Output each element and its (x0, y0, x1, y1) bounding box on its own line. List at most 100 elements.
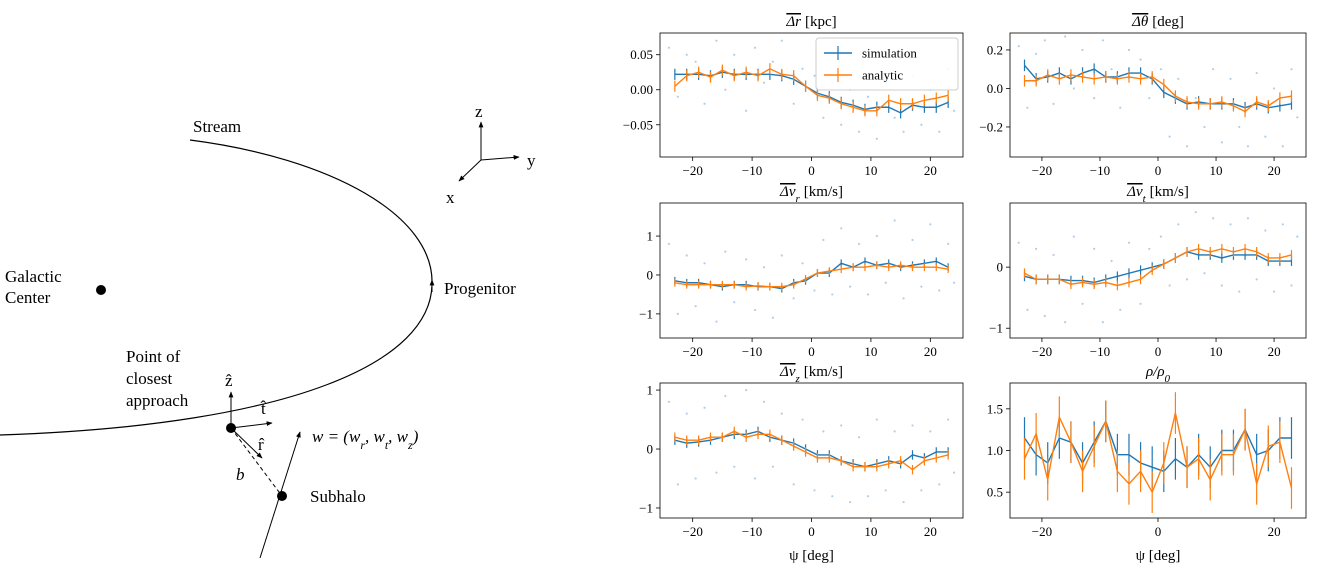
x-tick-label: 0 (808, 163, 815, 178)
scatter-point (780, 412, 783, 415)
scatter-point (1296, 235, 1299, 238)
scatter-point (676, 483, 679, 486)
subplot-title: ρ/ρ0 (1145, 364, 1171, 385)
scatter-point (1272, 87, 1276, 90)
y-tick-label: 1.5 (987, 401, 1003, 416)
y-tick-label: 0.5 (987, 485, 1003, 500)
title-symbol: Δr (785, 14, 801, 30)
scatter-point (893, 219, 896, 222)
subplot: −20 −10 0 10 20 −0.05 0.00 0.05 Δr [kpc] simulatio… (623, 14, 964, 178)
scatter-point (724, 250, 727, 253)
x-tick-label: −20 (1032, 344, 1052, 359)
axes-frame (1009, 202, 1307, 339)
scatter-point (1177, 223, 1180, 226)
scatter-point (952, 471, 956, 474)
scatter-point (920, 489, 923, 492)
y-tick-label: 1 (647, 229, 654, 244)
x-tick-label: −10 (1090, 344, 1110, 359)
scatter-point (667, 46, 671, 49)
series-line (1024, 74, 1292, 113)
x-tick-label: −20 (683, 163, 703, 178)
scatter-point (1220, 141, 1223, 144)
scatter-point (849, 500, 852, 504)
scatter-point (1127, 241, 1131, 244)
scatter-point (938, 289, 941, 292)
subhalo-velocity (259, 431, 301, 559)
y-tick-label: 0.05 (630, 47, 653, 62)
part: z (407, 438, 413, 452)
scatter-point (1093, 247, 1096, 250)
scatter-point (724, 88, 727, 91)
scatter-point (938, 130, 941, 133)
y-tick-label: −0.2 (979, 119, 1003, 134)
scatter-point (762, 266, 766, 269)
line: Galactic (5, 267, 62, 286)
scatter-point (694, 304, 697, 308)
scatter-point (1139, 58, 1142, 61)
scatter-point (1194, 211, 1197, 214)
scatter-point (857, 436, 861, 439)
legend-box (815, 37, 959, 91)
scatter-point (792, 297, 795, 300)
title-subscript: z (795, 373, 801, 385)
scatter-point (929, 223, 932, 226)
scatter-point (715, 320, 718, 323)
part: t (385, 438, 389, 452)
scatter-point (801, 67, 804, 70)
legend: simulation analytic (815, 37, 959, 91)
scatter-point (822, 116, 825, 119)
scatter-point (1119, 308, 1122, 312)
scatter-point (920, 285, 923, 288)
line: Center (5, 288, 51, 307)
scatter-point (1238, 125, 1241, 129)
scatter-point (715, 471, 718, 474)
subplot: −20 −10 0 10 20 −0.2 0.0 0.2 Δθ [deg] (979, 14, 1307, 178)
scatter-point (1043, 39, 1046, 42)
x-tick-label: −20 (683, 524, 703, 539)
scatter-point (1101, 321, 1104, 324)
title-unit: [kpc] (805, 14, 837, 30)
scatter-point (1246, 145, 1250, 148)
scatter-point (1281, 145, 1284, 148)
x-tick-label: 10 (864, 344, 877, 359)
scatter-point (813, 74, 816, 77)
scatter-point (1229, 77, 1232, 80)
legend-label: simulation (862, 46, 917, 61)
scatter-point (884, 281, 887, 284)
y-tick-label: 0 (647, 442, 654, 457)
subplot-title: Δvz [km/s] (779, 364, 843, 385)
velocity-label: w = (wr, wt, wz) (312, 427, 419, 452)
scatter-point (1220, 284, 1223, 287)
scatter-point (831, 293, 834, 296)
part: r (360, 438, 365, 452)
scatter-point (1177, 77, 1180, 80)
scatter-point (1072, 87, 1075, 90)
series-line (1023, 412, 1293, 494)
scatter-point (1212, 217, 1215, 220)
scatter-point (1035, 247, 1038, 250)
r-hat-arrow (230, 427, 263, 459)
y-tick-label: −1 (989, 321, 1003, 336)
title-symbol: ρ/ρ (1145, 364, 1165, 380)
scatter-point (952, 109, 956, 112)
part: , w (365, 427, 386, 446)
scatter-point (1101, 39, 1104, 42)
scatter-point (771, 465, 774, 468)
scatter-point (753, 308, 757, 312)
scatter-point (745, 388, 748, 392)
scatter-point (1043, 314, 1046, 318)
scatter-point (1064, 35, 1067, 38)
scatter-point (911, 238, 914, 242)
y-tick-label: −0.05 (623, 117, 653, 132)
axes-frame (659, 382, 964, 519)
title-symbol: Δθ (1131, 14, 1149, 30)
scatter-point (685, 53, 688, 56)
scatter-point (762, 400, 766, 403)
scatter-point (1159, 235, 1163, 238)
scatter-point (1229, 223, 1232, 226)
scatter-point (857, 130, 861, 133)
t-hat-arrow (230, 421, 273, 429)
y-tick-label: 0 (997, 260, 1004, 275)
x-tick-label: 0 (808, 524, 815, 539)
